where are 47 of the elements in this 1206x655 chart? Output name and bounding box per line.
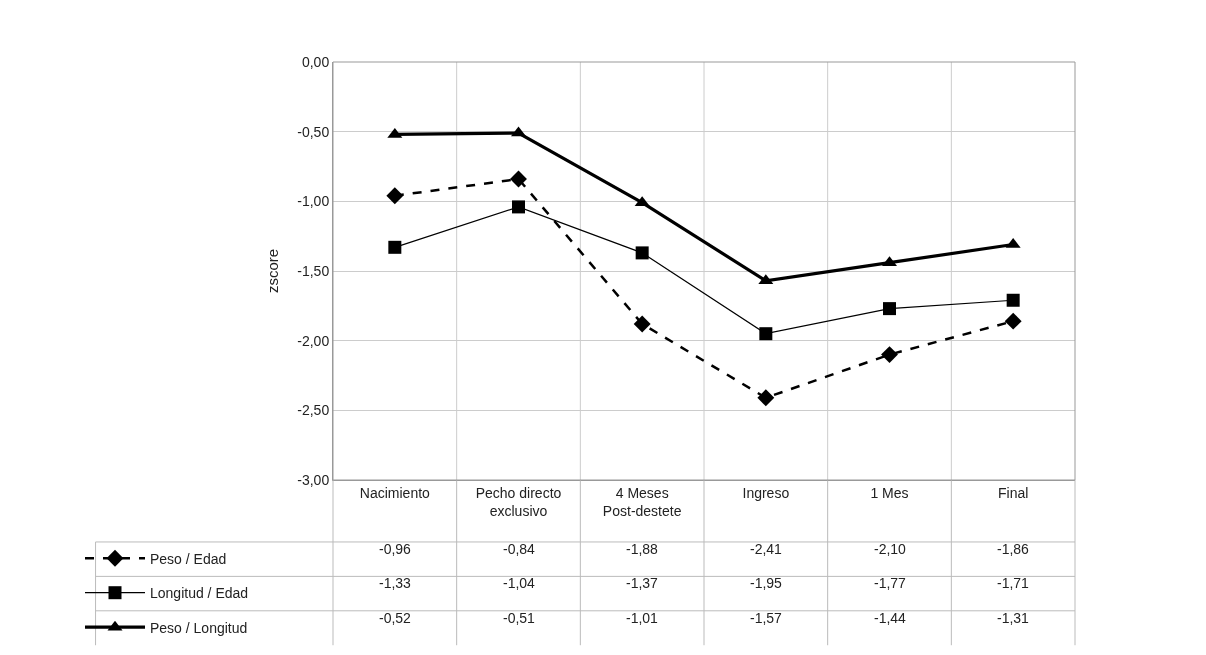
x-tick-label: Ingreso — [742, 484, 790, 501]
point — [388, 240, 402, 254]
point — [1006, 293, 1020, 307]
data-label: -1,04 — [503, 575, 536, 591]
y-tick-label: -2,00 — [297, 332, 330, 349]
point — [883, 302, 896, 316]
data-label: -2,10 — [874, 541, 907, 557]
data-label: -0,96 — [379, 541, 412, 557]
x-tick-label: Final — [997, 484, 1029, 501]
data-label: -1,31 — [997, 610, 1030, 626]
y-tick-label: -1,50 — [297, 262, 330, 279]
data-label: -1,01 — [626, 610, 659, 626]
point — [1004, 312, 1022, 330]
point — [510, 170, 527, 188]
data-label: -1,95 — [750, 575, 783, 591]
data-label: -1,77 — [874, 575, 907, 591]
y-axis-title: zscore — [263, 248, 281, 294]
y-tick-label: -0,50 — [297, 123, 330, 140]
x-tick-label: 1 Mes — [870, 484, 909, 501]
data-label: -0,52 — [379, 610, 412, 626]
point — [386, 187, 404, 205]
y-tick-label: 0,00 — [301, 53, 330, 70]
data-label: -0,51 — [503, 610, 536, 626]
y-tick-label: -1,00 — [297, 193, 330, 210]
data-label: -1,44 — [874, 610, 907, 626]
x-tick-label: Nacimiento — [359, 484, 431, 501]
data-label: -1,88 — [626, 541, 659, 557]
data-label: -1,71 — [997, 575, 1030, 591]
point — [881, 346, 898, 364]
data-label: -1,33 — [379, 575, 412, 591]
point — [633, 315, 651, 333]
data-label: -1,57 — [750, 610, 783, 626]
data-label: -2,41 — [750, 541, 783, 557]
data-label: -0,84 — [503, 541, 536, 557]
point — [757, 389, 775, 407]
legend-label: Longitud / Edad — [150, 585, 249, 602]
x-tick-label: Pecho directo exclusivo — [475, 484, 562, 519]
x-tick-label: 4 Meses Post-destete — [602, 484, 682, 519]
data-label: -1,37 — [626, 575, 659, 591]
data-label: -1,86 — [997, 541, 1030, 557]
y-tick-label: -3,00 — [297, 471, 330, 488]
point — [512, 200, 525, 214]
point — [635, 246, 649, 260]
legend-label: Peso / Edad — [150, 550, 227, 567]
point — [759, 327, 773, 341]
legend-label: Peso / Longitud — [150, 619, 248, 636]
y-tick-label: -2,50 — [297, 402, 330, 419]
